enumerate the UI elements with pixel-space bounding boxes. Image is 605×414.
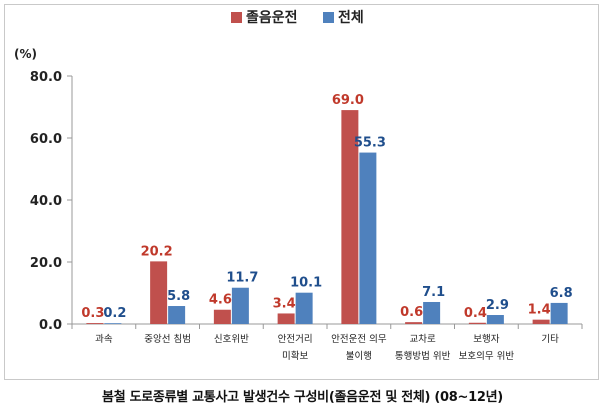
legend-swatch <box>231 12 242 23</box>
bar <box>168 306 186 324</box>
x-tick-label: 보호의무 위반 <box>459 350 515 362</box>
bar <box>86 323 104 324</box>
x-tick-label: 과속 <box>95 334 113 345</box>
bar-chart: (%) 0.0 20.0 40.0 60.0 80.0 0.30.2 과속 20.2 5.8 중앙선… <box>14 9 583 362</box>
legend-label: 전체 <box>338 9 364 26</box>
bar <box>532 319 550 324</box>
data-label: 0.4 <box>464 306 487 321</box>
bar <box>150 261 168 324</box>
bar <box>231 287 249 324</box>
bar <box>295 292 313 324</box>
y-axis-unit: (%) <box>14 47 37 61</box>
data-label: 11.7 <box>226 271 258 286</box>
bar <box>213 309 231 324</box>
legend-swatch <box>323 12 334 23</box>
bar <box>405 322 423 324</box>
data-label: 0.6 <box>400 305 423 320</box>
data-label: 55.3 <box>354 136 386 151</box>
legend-label: 졸음운전 <box>246 9 298 26</box>
bar <box>468 322 486 324</box>
bar <box>423 301 441 324</box>
data-label: 0.3 <box>81 306 104 321</box>
data-label: 3.4 <box>273 296 296 311</box>
chart-caption: 봄철 도로종류별 교통사고 발생건수 구성비(졸음운전 및 전체) (08~12… <box>102 390 503 405</box>
x-tick-label: 미확보 <box>282 350 308 362</box>
x-tick-label: 안전운전 의무 <box>331 334 387 345</box>
x-tick-label: 기타 <box>541 334 559 345</box>
bar <box>550 302 568 324</box>
x-tick-label: 교차로 <box>410 333 436 345</box>
bar <box>277 313 295 324</box>
data-label: 69.0 <box>332 93 364 108</box>
y-tick-label: 40.0 <box>30 194 62 209</box>
data-label: 0.2 <box>103 306 126 321</box>
data-label: 1.4 <box>528 303 551 318</box>
data-label: 20.2 <box>141 244 173 259</box>
bar <box>359 152 377 324</box>
chart-frame <box>4 4 599 380</box>
data-label: 10.1 <box>290 276 322 291</box>
data-label: 5.8 <box>167 289 190 304</box>
x-tick-label: 신호위반 <box>214 333 249 345</box>
data-label: 7.1 <box>422 285 445 300</box>
x-tick-label: 중앙선 침범 <box>144 333 191 345</box>
bar <box>486 315 504 324</box>
data-label: 2.9 <box>486 298 509 313</box>
x-tick-label: 통행방법 위반 <box>395 350 451 362</box>
y-tick-label: 20.0 <box>30 256 62 271</box>
bar <box>104 323 122 324</box>
data-label: 6.8 <box>550 286 573 301</box>
x-tick-label: 보행자 <box>473 333 499 345</box>
data-label: 4.6 <box>209 293 232 308</box>
x-tick-label: 불이행 <box>346 350 372 362</box>
y-tick-label: 80.0 <box>30 70 62 85</box>
y-tick-label: 0.0 <box>39 318 62 333</box>
y-tick-label: 60.0 <box>30 132 62 147</box>
bar <box>341 110 359 324</box>
x-tick-label: 안전거리 <box>278 334 313 345</box>
